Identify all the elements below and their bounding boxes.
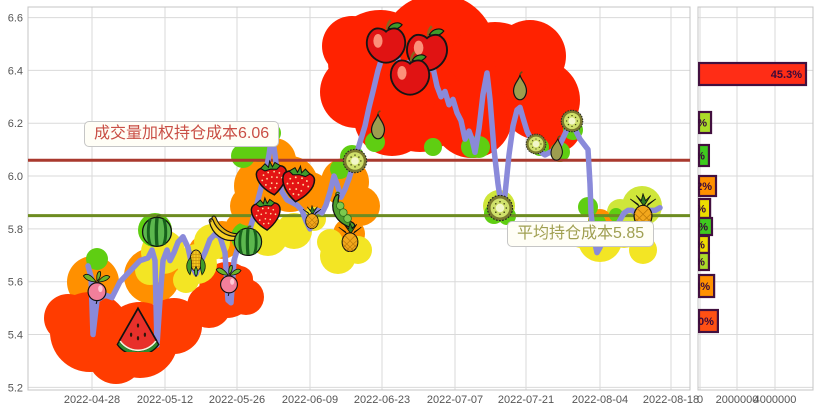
y-axis-tick-label: 5.6: [8, 277, 23, 289]
fruit-kiwi-icon: [560, 109, 584, 133]
volume-bar-label: 6.4%: [685, 281, 710, 293]
volume-axis-tick-label: 2000000: [716, 394, 759, 406]
volume-blob: [44, 294, 92, 342]
avg-cost-annotation: 平均持仓成本5.85: [507, 221, 655, 247]
volume-blob: [322, 16, 382, 76]
x-axis-tick-label: 2022-07-21: [498, 394, 554, 406]
y-axis-tick-label: 6.2: [8, 118, 23, 130]
axis-tick-labels: 6.6 6.4 6.2 6.0 5.8 5.6 5.4 5.2 2022-04-28 2022-0…: [8, 13, 797, 406]
x-axis-tick-label: 2022-07-07: [427, 394, 483, 406]
volume-bar-label: 4.2%: [680, 240, 705, 252]
y-axis-tick-label: 6.4: [8, 65, 23, 77]
y-axis-tick-label: 5.4: [8, 330, 23, 342]
x-axis-tick-label: 2022-06-23: [354, 394, 410, 406]
volume-bar: [698, 174, 718, 198]
volume-axis-tick-label: 0: [697, 394, 703, 406]
fruit-kiwi-icon: [486, 194, 514, 222]
x-axis-tick-label: 2022-04-28: [64, 394, 120, 406]
volume-blob: [86, 248, 108, 270]
y-axis-tick-label: 5.8: [8, 224, 23, 236]
volume-bar: [698, 251, 711, 272]
x-axis-tick-label: 2022-08-18: [643, 394, 699, 406]
volume-bar-label: 4.7%: [681, 204, 706, 216]
volume-bar-label: 5.5%: [683, 222, 708, 234]
y-axis-tick-label: 5.2: [8, 382, 23, 394]
fruit-kiwi-icon: [342, 148, 368, 174]
volume-bar-label: 5.1%: [682, 118, 707, 130]
y-axis-tick-label: 6.6: [8, 13, 23, 25]
volume-blob: [173, 267, 199, 293]
fruit-kiwi-icon: [525, 133, 547, 155]
volume-bar: [698, 110, 713, 135]
volume-profile-bars: 45.3% 5.1% 4.2% 7.2% 4.7% 5.5% 4.2% 4.2% 6.4% 8.0…: [680, 61, 808, 334]
volume-bar: [698, 61, 808, 87]
x-axis-tick-label: 2022-06-09: [282, 394, 338, 406]
volume-bar-label: 8.0%: [689, 316, 714, 328]
volume-bar-label: 45.3%: [771, 69, 802, 81]
volume-axis-tick-label: 4000000: [754, 394, 797, 406]
main-plot-border: [27, 6, 691, 391]
volume-bar: [698, 273, 716, 299]
volume-bar: [698, 143, 711, 168]
y-axis-tick-label: 6.0: [8, 171, 23, 183]
x-axis-tick-label: 2022-05-26: [209, 394, 265, 406]
volume-blob: [494, 20, 566, 92]
volume-bar-label: 4.2%: [680, 151, 705, 163]
x-axis-tick-label: 2022-05-12: [137, 394, 193, 406]
volume-bar-label: 4.2%: [680, 257, 705, 269]
volume-bar-label: 7.2%: [687, 181, 712, 193]
volume-blob: [424, 138, 442, 156]
vwap-cost-annotation: 成交量加权持仓成本6.06: [84, 121, 280, 147]
volume-bar: [698, 308, 719, 334]
volume-blob: [187, 284, 231, 328]
volume-blob: [317, 229, 343, 255]
x-axis-tick-label: 2022-08-04: [572, 394, 628, 406]
